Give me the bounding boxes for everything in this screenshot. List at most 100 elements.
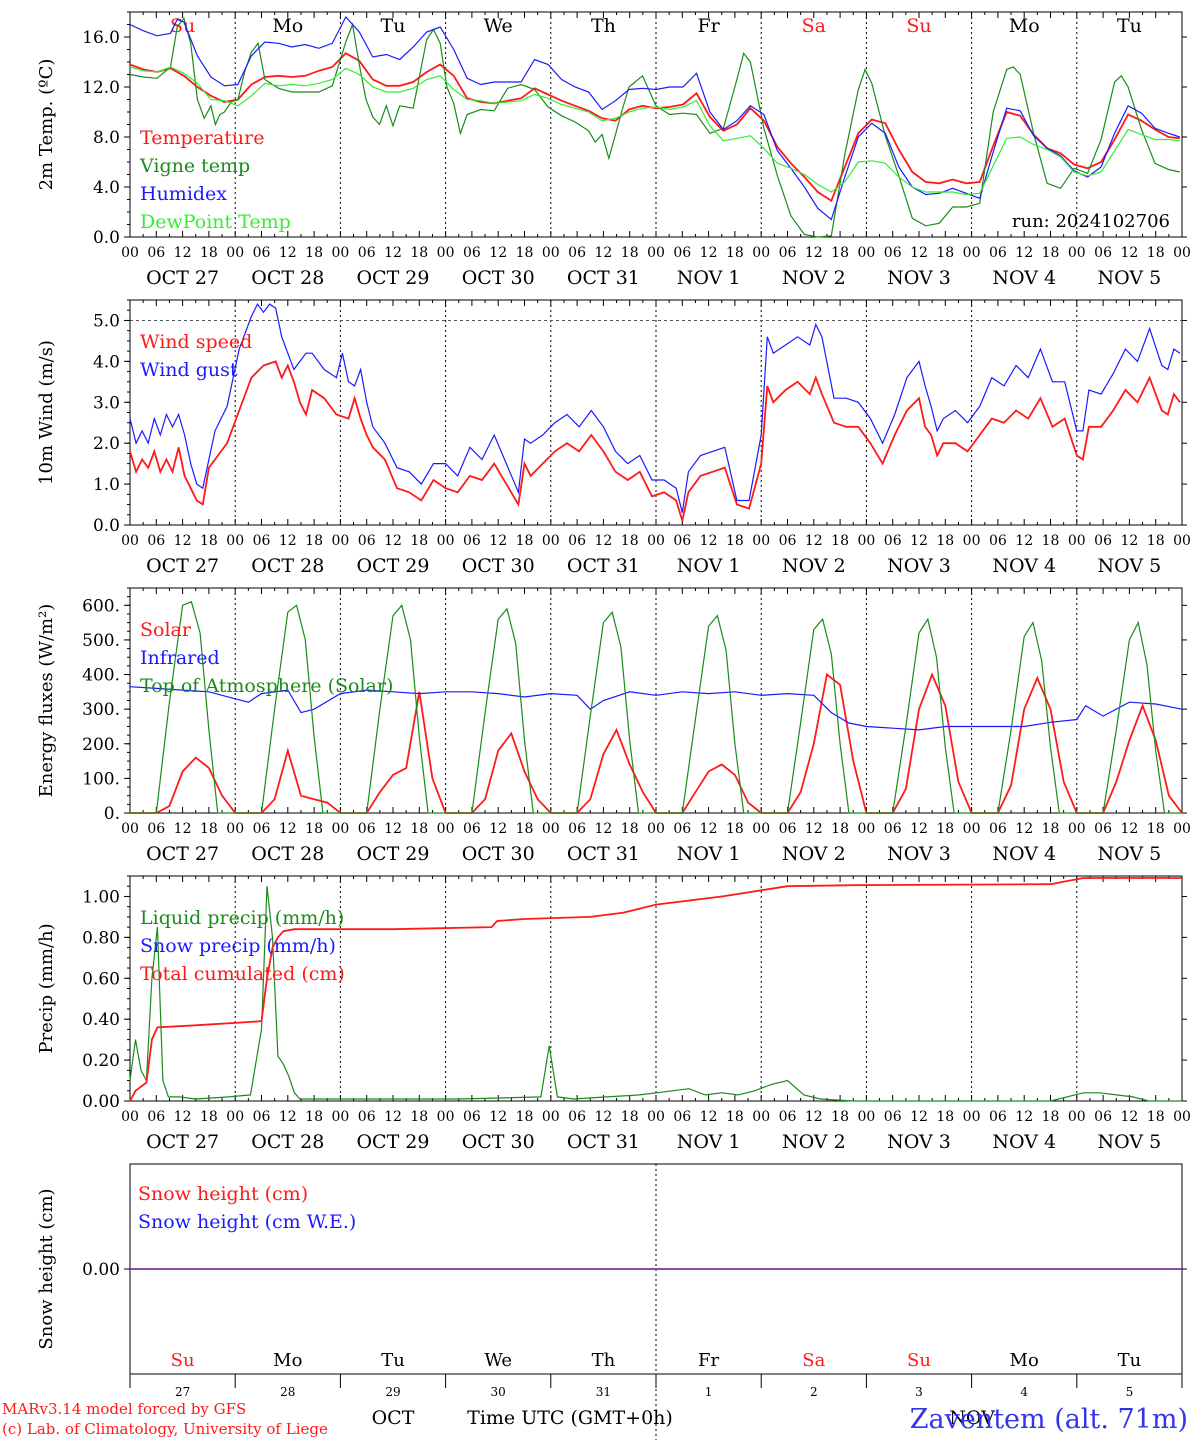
hour-tick-label: 18 bbox=[621, 821, 639, 837]
hour-tick-label: 18 bbox=[305, 821, 323, 837]
hour-tick-label: 06 bbox=[1094, 1109, 1112, 1125]
hour-tick-label: 18 bbox=[621, 245, 639, 261]
day-number-label: 3 bbox=[915, 1385, 923, 1399]
y-axis-label: Energy fluxes (W/m²) bbox=[36, 604, 57, 798]
hour-tick-label: 00 bbox=[121, 533, 139, 549]
hour-tick-label: 00 bbox=[542, 533, 560, 549]
hour-tick-label: 00 bbox=[752, 1109, 770, 1125]
hour-tick-label: 12 bbox=[910, 533, 928, 549]
hour-tick-label: 12 bbox=[489, 1109, 507, 1125]
hour-tick-label: 18 bbox=[1147, 245, 1165, 261]
hour-tick-label: 00 bbox=[437, 821, 455, 837]
hour-tick-label: 00 bbox=[857, 1109, 875, 1125]
hour-tick-label: 12 bbox=[279, 1109, 297, 1125]
date-label: NOV 5 bbox=[1098, 555, 1162, 577]
hour-tick-label: 12 bbox=[910, 821, 928, 837]
hour-tick-label: 00 bbox=[963, 1109, 981, 1125]
hour-tick-label: 18 bbox=[1147, 821, 1165, 837]
model-credit: MARv3.14 model forced by GFS bbox=[2, 1400, 246, 1418]
hour-tick-label: 00 bbox=[647, 245, 665, 261]
hour-tick-label: 12 bbox=[384, 1109, 402, 1125]
hour-tick-label: 06 bbox=[253, 533, 271, 549]
series-line bbox=[129, 66, 1180, 196]
hour-tick-label: 00 bbox=[542, 1109, 560, 1125]
hour-tick-label: 18 bbox=[936, 821, 954, 837]
date-label: NOV 4 bbox=[992, 555, 1056, 577]
date-label: OCT 29 bbox=[356, 843, 429, 865]
month-label-oct: OCT bbox=[372, 1407, 415, 1429]
hour-tick-label: 06 bbox=[358, 1109, 376, 1125]
date-label: NOV 3 bbox=[887, 843, 951, 865]
hour-tick-label: 00 bbox=[1068, 821, 1086, 837]
legend-entry: Snow height (cm W.E.) bbox=[138, 1211, 356, 1233]
hour-tick-label: 00 bbox=[121, 245, 139, 261]
legend-entry: Humidex bbox=[140, 183, 227, 205]
weekday-label: Sa bbox=[802, 1350, 825, 1371]
y-tick-label: 1.0 bbox=[93, 475, 120, 495]
hour-tick-label: 00 bbox=[226, 533, 244, 549]
hour-tick-label: 06 bbox=[1094, 533, 1112, 549]
weekday-label: Tu bbox=[1117, 15, 1142, 37]
hour-tick-label: 06 bbox=[147, 533, 165, 549]
hour-tick-label: 06 bbox=[358, 821, 376, 837]
hour-tick-label: 06 bbox=[779, 821, 797, 837]
hour-tick-label: 12 bbox=[174, 533, 192, 549]
date-label: OCT 27 bbox=[146, 1131, 219, 1153]
hour-tick-label: 06 bbox=[253, 821, 271, 837]
hour-tick-label: 12 bbox=[700, 1109, 718, 1125]
y-tick-label: 8.0 bbox=[93, 128, 120, 148]
y-tick-label: 0.0 bbox=[93, 228, 120, 248]
y-tick-label: 5.0 bbox=[93, 311, 120, 331]
day-number-label: 31 bbox=[596, 1385, 611, 1399]
series-line bbox=[129, 302, 1181, 513]
weekday-label: Fr bbox=[697, 15, 720, 37]
hour-tick-label: 00 bbox=[331, 821, 349, 837]
hour-tick-label: 18 bbox=[831, 1109, 849, 1125]
hour-tick-label: 12 bbox=[279, 533, 297, 549]
y-axis-label: 10m Wind (m/s) bbox=[36, 340, 57, 485]
hour-tick-label: 18 bbox=[410, 1109, 428, 1125]
hour-tick-label: 12 bbox=[805, 245, 823, 261]
hour-tick-label: 18 bbox=[200, 245, 218, 261]
hour-tick-label: 00 bbox=[121, 1109, 139, 1125]
hour-tick-label: 06 bbox=[884, 821, 902, 837]
series-line bbox=[129, 16, 1180, 238]
hour-tick-label: 00 bbox=[226, 1109, 244, 1125]
hour-tick-label: 12 bbox=[594, 245, 612, 261]
hour-tick-label: 12 bbox=[384, 245, 402, 261]
hour-tick-label: 18 bbox=[305, 1109, 323, 1125]
y-tick-label: 0.80 bbox=[82, 928, 120, 948]
hour-tick-label: 12 bbox=[384, 821, 402, 837]
legend-entry: Snow precip (mm/h) bbox=[140, 935, 336, 957]
day-number-label: 29 bbox=[385, 1385, 400, 1399]
date-label: OCT 31 bbox=[567, 1131, 640, 1153]
hour-tick-label: 06 bbox=[673, 1109, 691, 1125]
legend-entry: Vigne temp bbox=[139, 155, 250, 177]
hour-tick-label: 12 bbox=[805, 1109, 823, 1125]
hour-tick-label: 18 bbox=[936, 1109, 954, 1125]
hour-tick-label: 12 bbox=[1015, 245, 1033, 261]
y-tick-label: 16.0 bbox=[82, 28, 120, 48]
date-label: OCT 30 bbox=[462, 1131, 535, 1153]
month-label-nov: NOV bbox=[949, 1407, 995, 1429]
hour-tick-label: 12 bbox=[1120, 1109, 1138, 1125]
hour-tick-label: 12 bbox=[1015, 533, 1033, 549]
hour-tick-label: 00 bbox=[857, 821, 875, 837]
hour-tick-label: 18 bbox=[410, 821, 428, 837]
y-tick-label: 200. bbox=[82, 735, 120, 755]
legend-entry: Wind speed bbox=[140, 331, 252, 353]
hour-tick-label: 18 bbox=[936, 533, 954, 549]
series-line bbox=[129, 15, 1180, 221]
hour-tick-label: 12 bbox=[279, 245, 297, 261]
y-tick-label: 100. bbox=[82, 769, 120, 789]
date-label: OCT 30 bbox=[462, 555, 535, 577]
hour-tick-label: 18 bbox=[726, 245, 744, 261]
hour-tick-label: 06 bbox=[673, 245, 691, 261]
copyright-credit: (c) Lab. of Climatology, University of L… bbox=[2, 1420, 328, 1438]
weekday-label: Sa bbox=[802, 15, 826, 37]
hour-tick-label: 18 bbox=[831, 533, 849, 549]
weekday-label: Mo bbox=[1010, 1350, 1039, 1371]
date-label: OCT 29 bbox=[356, 1131, 429, 1153]
hour-tick-label: 12 bbox=[384, 533, 402, 549]
